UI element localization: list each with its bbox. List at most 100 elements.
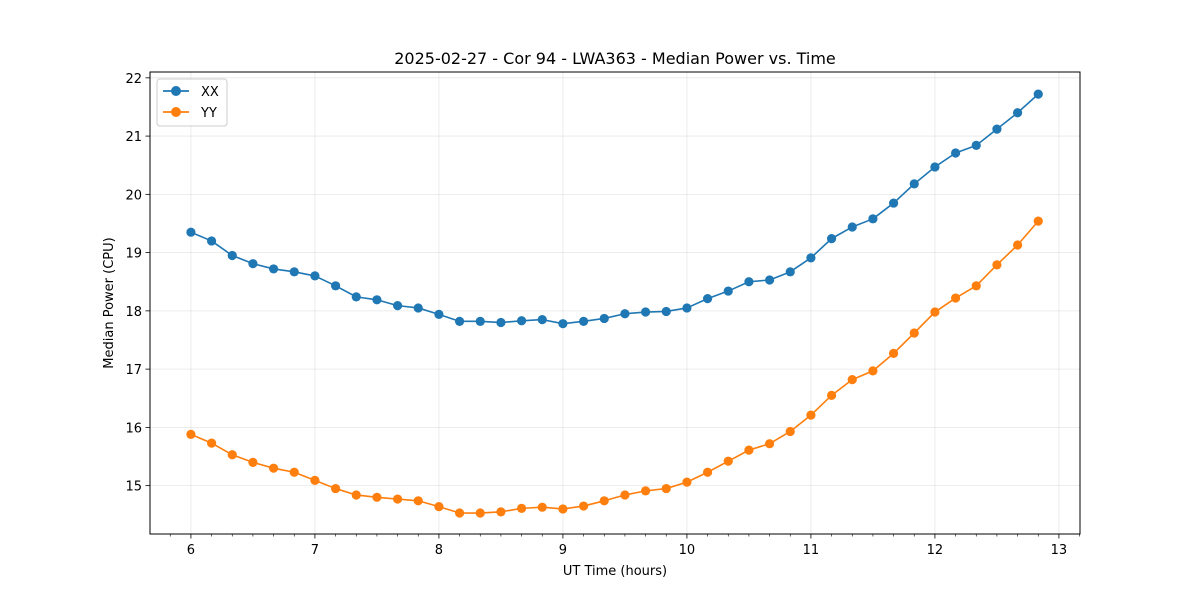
y-tick-label: 16 — [125, 421, 142, 436]
data-point-yy[interactable] — [516, 503, 527, 513]
data-point-yy[interactable] — [661, 483, 671, 494]
data-point-yy[interactable] — [289, 467, 299, 477]
data-point-xx[interactable] — [785, 267, 795, 277]
data-point-xx[interactable] — [682, 303, 692, 313]
data-point-xx[interactable] — [392, 301, 403, 311]
data-point-yy[interactable] — [268, 463, 279, 473]
data-point-yy[interactable] — [537, 502, 547, 512]
data-point-xx[interactable] — [950, 148, 961, 158]
series-xx — [186, 89, 1043, 329]
data-point-yy[interactable] — [847, 375, 857, 385]
data-point-xx[interactable] — [310, 271, 320, 281]
legend[interactable]: XX YY — [156, 78, 228, 127]
data-point-yy[interactable] — [702, 467, 713, 477]
data-point-xx[interactable] — [330, 281, 341, 291]
data-point-yy[interactable] — [640, 486, 651, 496]
y-tick-label: 22 — [125, 72, 142, 87]
legend-marker-xx — [171, 86, 181, 96]
data-point-xx[interactable] — [909, 179, 919, 189]
data-point-yy[interactable] — [413, 496, 423, 506]
data-point-xx[interactable] — [454, 316, 465, 326]
data-point-xx[interactable] — [351, 292, 361, 302]
y-tick-label: 17 — [125, 363, 142, 378]
data-point-yy[interactable] — [682, 477, 692, 487]
data-point-xx[interactable] — [372, 295, 382, 305]
data-point-xx[interactable] — [186, 227, 196, 237]
data-point-xx[interactable] — [764, 275, 775, 285]
data-point-yy[interactable] — [475, 508, 485, 518]
y-tick-label: 15 — [125, 480, 142, 495]
data-point-yy[interactable] — [806, 410, 816, 420]
data-point-yy[interactable] — [330, 483, 341, 494]
data-point-yy[interactable] — [372, 492, 382, 502]
data-point-yy[interactable] — [1012, 240, 1023, 250]
data-point-yy[interactable] — [1033, 216, 1043, 226]
data-point-yy[interactable] — [723, 456, 733, 466]
data-point-xx[interactable] — [496, 317, 506, 328]
data-point-xx[interactable] — [475, 316, 485, 326]
data-point-yy[interactable] — [248, 457, 258, 467]
data-point-xx[interactable] — [1033, 89, 1043, 99]
data-point-yy[interactable] — [496, 507, 506, 517]
data-point-yy[interactable] — [785, 426, 795, 437]
data-point-xx[interactable] — [268, 264, 279, 274]
data-point-yy[interactable] — [392, 494, 403, 504]
data-point-yy[interactable] — [227, 450, 237, 460]
data-point-xx[interactable] — [847, 222, 857, 232]
data-point-xx[interactable] — [620, 309, 630, 319]
data-point-xx[interactable] — [640, 307, 651, 317]
data-point-xx[interactable] — [930, 162, 940, 172]
data-point-yy[interactable] — [206, 438, 217, 448]
data-point-yy[interactable] — [950, 293, 961, 303]
legend-label-yy: YY — [200, 106, 217, 121]
data-point-xx[interactable] — [599, 313, 609, 324]
data-point-xx[interactable] — [413, 303, 423, 313]
data-point-yy[interactable] — [578, 501, 589, 511]
data-point-yy[interactable] — [971, 281, 981, 291]
data-point-yy[interactable] — [454, 508, 465, 518]
data-point-yy[interactable] — [992, 260, 1002, 270]
data-point-yy[interactable] — [310, 475, 320, 485]
plot-frame — [149, 71, 1081, 535]
data-point-yy[interactable] — [744, 445, 754, 455]
data-point-yy[interactable] — [930, 307, 940, 317]
x-tick-label: 8 — [435, 543, 443, 558]
data-point-xx[interactable] — [723, 286, 733, 296]
data-point-xx[interactable] — [289, 267, 299, 277]
x-tick-label: 7 — [311, 543, 319, 558]
y-tick-label: 21 — [125, 130, 142, 145]
data-point-yy[interactable] — [826, 390, 837, 400]
data-point-xx[interactable] — [744, 277, 754, 287]
data-point-xx[interactable] — [578, 316, 589, 326]
data-point-xx[interactable] — [227, 250, 237, 261]
data-point-yy[interactable] — [599, 496, 609, 506]
data-point-xx[interactable] — [888, 198, 899, 208]
series-yy — [186, 216, 1043, 518]
data-point-yy[interactable] — [620, 490, 630, 500]
data-point-xx[interactable] — [971, 140, 981, 151]
data-point-xx[interactable] — [702, 294, 713, 304]
data-point-yy[interactable] — [351, 490, 361, 500]
data-point-yy[interactable] — [558, 504, 568, 514]
data-point-yy[interactable] — [434, 502, 444, 512]
data-point-xx[interactable] — [516, 316, 527, 326]
data-point-xx[interactable] — [868, 214, 878, 224]
x-axis: 6 7 8 9 10 11 12 13 — [169, 534, 1080, 558]
data-point-xx[interactable] — [992, 124, 1002, 134]
data-point-xx[interactable] — [806, 253, 816, 263]
data-point-yy[interactable] — [888, 348, 899, 358]
data-point-xx[interactable] — [248, 259, 258, 269]
data-point-yy[interactable] — [909, 328, 919, 338]
data-point-yy[interactable] — [868, 366, 878, 376]
data-point-xx[interactable] — [661, 306, 671, 317]
data-point-xx[interactable] — [1012, 108, 1023, 118]
data-point-xx[interactable] — [434, 309, 444, 319]
data-point-yy[interactable] — [186, 429, 196, 439]
data-point-xx[interactable] — [206, 236, 217, 246]
data-point-yy[interactable] — [764, 439, 775, 449]
data-point-xx[interactable] — [537, 315, 547, 325]
data-point-xx[interactable] — [826, 234, 837, 244]
x-tick-label: 11 — [803, 543, 820, 558]
data-point-xx[interactable] — [558, 319, 568, 329]
